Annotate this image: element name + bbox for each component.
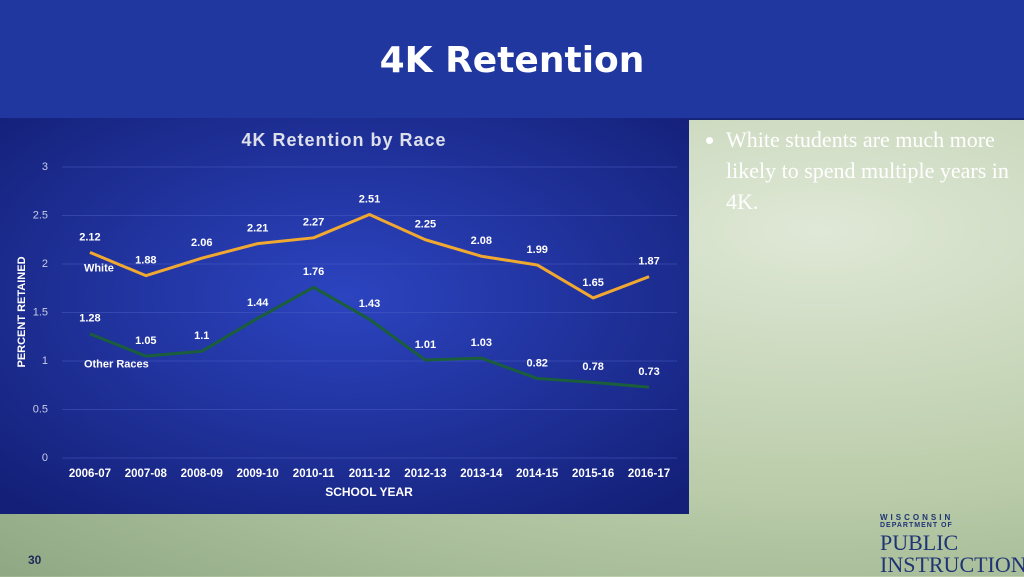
logo-text: DEPARTMENT OF [880, 522, 953, 529]
y-tick-label: 1 [42, 355, 48, 367]
data-label: 1.05 [135, 335, 156, 347]
data-label: 1.76 [303, 266, 324, 278]
logo-text: INSTRUCTION [880, 552, 1024, 577]
x-tick-label: 2015-16 [572, 468, 614, 480]
x-tick-label: 2009-10 [237, 468, 279, 480]
y-tick-label: 0.5 [33, 403, 48, 415]
logo-text: WISCONSIN [880, 513, 954, 522]
line-series [89, 213, 650, 300]
data-label: 2.25 [415, 219, 436, 231]
data-label: 1.44 [247, 297, 269, 309]
data-label: 1.43 [359, 298, 380, 310]
header: 4K Retention [0, 0, 1024, 120]
data-label: 2.27 [303, 217, 324, 229]
data-label: 2.12 [79, 231, 100, 243]
bullet-list: White students are much more likely to s… [700, 124, 1024, 217]
data-label: 0.82 [527, 357, 548, 369]
data-label: 1.65 [582, 277, 603, 289]
page-number: 30 [28, 553, 42, 567]
data-label: 2.08 [471, 235, 492, 247]
slide-title: 4K Retention [379, 40, 645, 81]
y-tick-label: 2 [42, 258, 48, 270]
chart: 4K Retention by Race SCHOOL YEAR PERCENT… [0, 118, 689, 514]
bullet: White students are much more likely to s… [726, 124, 1024, 217]
x-tick-label: 2011-12 [349, 468, 391, 480]
x-tick-label: 2014-15 [516, 468, 559, 480]
data-label: 0.73 [638, 366, 659, 378]
data-label: 2.21 [247, 223, 268, 235]
data-label: 0.78 [582, 361, 603, 373]
chart-title: 4K Retention by Race [241, 130, 446, 150]
data-label: 1.28 [79, 313, 100, 325]
x-tick-label: 2008-09 [181, 468, 223, 480]
data-label: 1.99 [527, 244, 548, 256]
x-tick-label: 2013-14 [460, 468, 503, 480]
data-label: 1.88 [135, 255, 156, 267]
data-label: 1.03 [471, 337, 492, 349]
logo: WISCONSIN DEPARTMENT OF PUBLIC INSTRUCTION [880, 514, 1024, 576]
data-label: 1.01 [415, 339, 436, 351]
data-label: 1.1 [194, 330, 209, 342]
logo-text: PUBLIC [880, 530, 959, 555]
series-label: Other Races [84, 359, 149, 371]
y-tick-label: 0 [42, 452, 48, 464]
line-series [89, 285, 650, 389]
y-tick-label: 3 [42, 161, 48, 173]
series-label: White [84, 262, 114, 274]
x-axis-label: SCHOOL YEAR [325, 485, 413, 499]
x-tick-label: 2012-13 [404, 468, 446, 480]
x-tick-label: 2007-08 [125, 468, 168, 480]
x-tick-label: 2006-07 [69, 468, 111, 480]
data-label: 2.06 [191, 237, 212, 249]
y-axis-label: PERCENT RETAINED [16, 256, 28, 367]
data-label: 1.87 [638, 256, 659, 268]
y-tick-label: 1.5 [33, 306, 48, 318]
x-tick-label: 2010-11 [293, 468, 335, 480]
y-tick-label: 2.5 [33, 209, 48, 221]
chart-background [0, 118, 689, 514]
data-label: 2.51 [359, 193, 380, 205]
x-tick-label: 2016-17 [628, 468, 670, 480]
